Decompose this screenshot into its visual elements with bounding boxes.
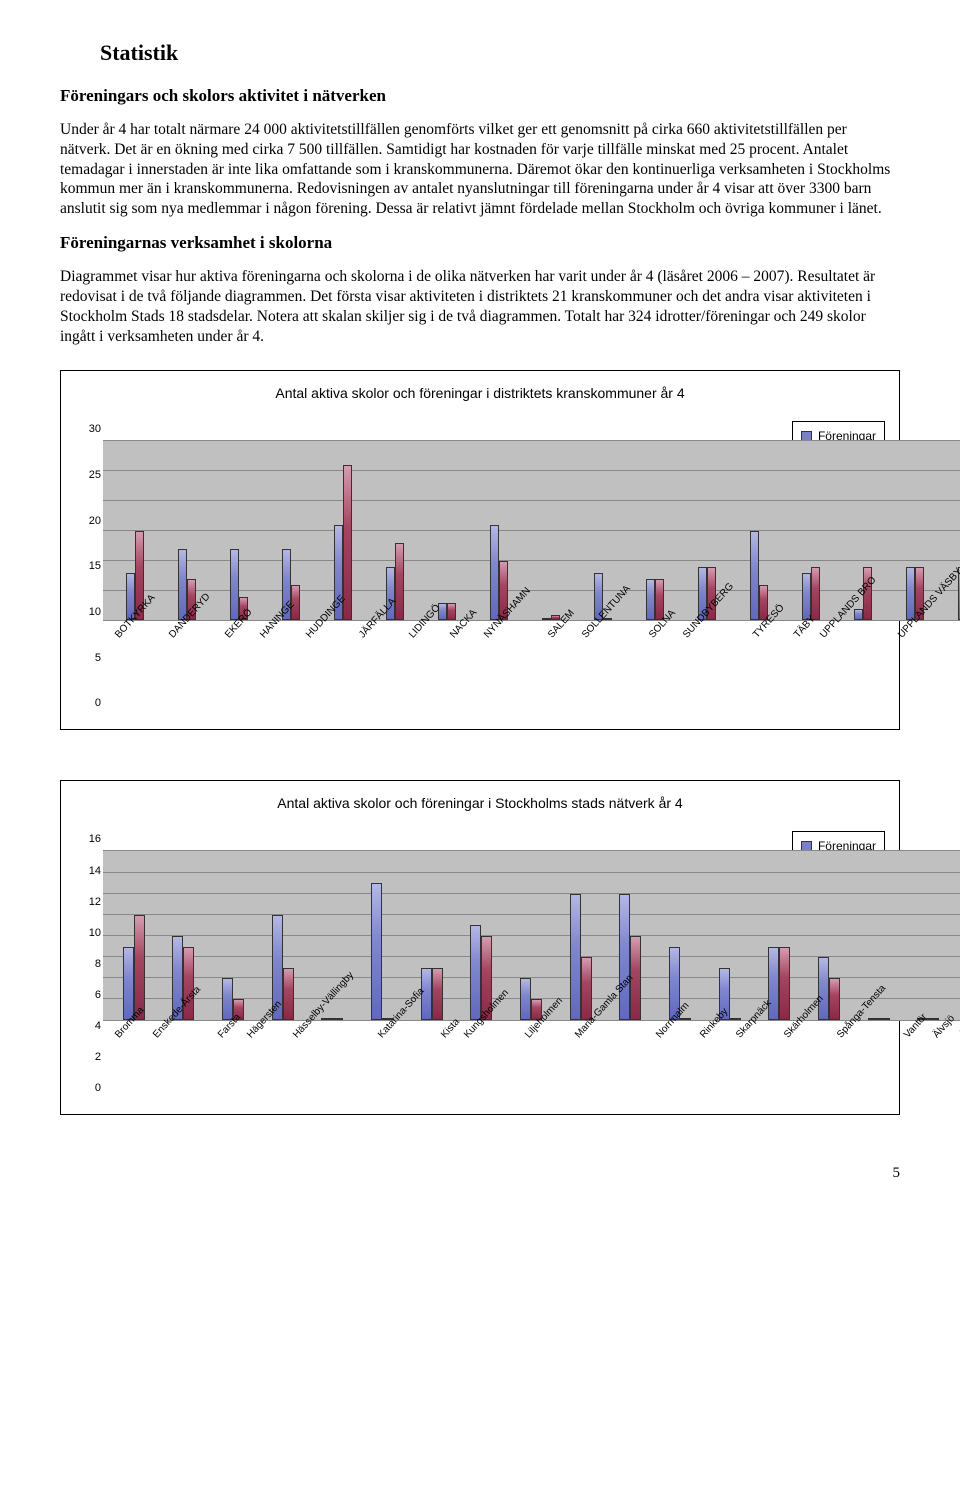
y-tick: 30 — [89, 423, 101, 435]
bar-foreningar — [490, 525, 499, 620]
y-tick: 0 — [95, 697, 101, 709]
y-tick: 4 — [95, 1020, 101, 1032]
bar-group — [904, 851, 954, 1020]
chart1-container: Antal aktiva skolor och föreningar i dis… — [60, 370, 900, 730]
bar-group — [421, 441, 473, 620]
bar-group — [506, 851, 556, 1020]
chart2-plot — [103, 851, 960, 1021]
chart2-yaxis: 0246810121416 — [75, 851, 101, 1100]
bar-group — [804, 851, 854, 1020]
bar-group — [265, 441, 317, 620]
bar-skolor — [779, 947, 790, 1021]
bar-skolor — [581, 957, 592, 1020]
y-tick: 2 — [95, 1051, 101, 1063]
y-tick: 25 — [89, 469, 101, 481]
y-tick: 6 — [95, 989, 101, 1001]
y-tick: 5 — [95, 652, 101, 664]
bar-skolor — [811, 567, 820, 621]
bar-group — [755, 851, 805, 1020]
bar-foreningar — [230, 549, 239, 621]
page-number: 5 — [60, 1165, 900, 1182]
chart2-title: Antal aktiva skolor och föreningar i Sto… — [75, 795, 885, 811]
y-tick: 12 — [89, 896, 101, 908]
page-title: Statistik — [100, 40, 900, 66]
bar-group — [208, 851, 258, 1020]
y-tick: 16 — [89, 833, 101, 845]
y-tick: 0 — [95, 1082, 101, 1094]
bar-group — [556, 851, 606, 1020]
bar-foreningar — [570, 894, 581, 1021]
y-tick: 8 — [95, 958, 101, 970]
bar-group — [369, 441, 421, 620]
section1-heading: Föreningars och skolors aktivitet i nätv… — [60, 86, 900, 106]
bar-foreningar — [470, 925, 481, 1020]
y-tick: 20 — [89, 515, 101, 527]
section2-para: Diagrammet visar hur aktiva föreningarna… — [60, 267, 900, 346]
bar-foreningar — [178, 549, 187, 621]
bar-foreningar — [123, 947, 134, 1021]
bar-group — [953, 851, 960, 1020]
bar-group — [705, 851, 755, 1020]
chart2-xlabels: BrommaEnskede-ÅrstaFarstaHägerstenHässel… — [103, 1025, 960, 1100]
y-tick: 10 — [89, 606, 101, 618]
chart2-container: Antal aktiva skolor och föreningar i Sto… — [60, 780, 900, 1115]
bar-group — [317, 441, 369, 620]
bar-group — [785, 441, 837, 620]
chart1-title: Antal aktiva skolor och föreningar i dis… — [75, 385, 885, 401]
bar-group — [213, 441, 265, 620]
section2-heading: Föreningarnas verksamhet i skolorna — [60, 233, 900, 253]
chart1-yaxis: 051015202530 — [75, 441, 101, 715]
bar-group — [109, 851, 159, 1020]
y-tick: 10 — [89, 927, 101, 939]
bar-group — [655, 851, 705, 1020]
section1-para: Under år 4 har totalt närmare 24 000 akt… — [60, 120, 900, 219]
bar-group — [258, 851, 308, 1020]
y-tick: 14 — [89, 865, 101, 877]
chart1-xlabels: BOTKYRKADANDERYDEKERÖHANINGEHUDDINGEJÄRF… — [103, 625, 960, 715]
bar-group — [109, 441, 161, 620]
y-tick: 15 — [89, 560, 101, 572]
